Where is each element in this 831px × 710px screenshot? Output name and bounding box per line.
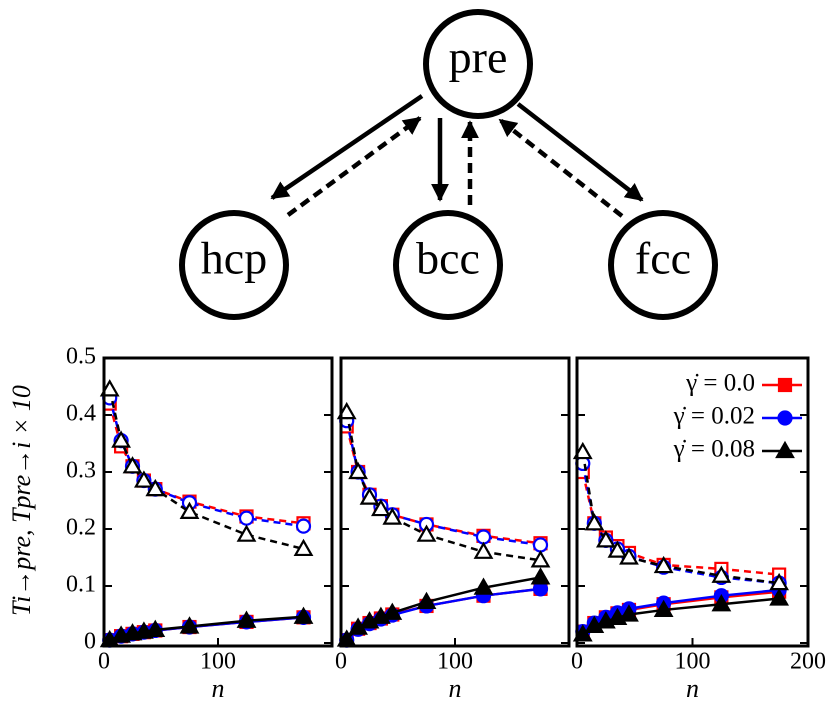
marker [572,441,593,460]
marker [293,538,314,557]
series-line [581,451,780,585]
marker [619,547,639,565]
marker [122,456,143,474]
marker [382,602,403,620]
marker [607,540,628,558]
x-axis-label: n [212,674,225,703]
node [393,210,503,320]
series-line [345,420,541,547]
x-tick-label: 100 [675,649,711,675]
x-tick-label: 200 [790,649,826,675]
x-axis-label: n [686,674,699,703]
marker [382,507,403,525]
marker [293,606,314,624]
node [423,9,533,119]
y-tick-label: 0.3 [66,458,96,484]
marker [145,478,166,497]
marker [653,599,674,618]
marker [179,616,200,634]
node-label: fcc [635,233,691,284]
x-tick-label: 100 [200,649,236,675]
y-tick-label: 0 [84,629,96,655]
node [608,210,718,320]
marker [769,588,790,606]
marker [348,461,368,480]
marker [336,401,357,420]
marker [111,430,131,448]
legend-label: γ̇ = 0.02 [673,403,755,430]
marker [238,510,255,526]
y-tick-label: 0.2 [66,515,96,541]
plot-frame [575,356,810,648]
arrow [516,102,644,202]
y-tick-label: 0.1 [66,572,96,598]
marker [371,498,391,517]
series-line [108,389,304,551]
series-line [581,463,780,585]
series-line [581,471,780,576]
arrow [498,118,624,218]
marker [777,410,793,426]
arrow [270,94,424,200]
series-line [345,426,541,545]
marker [532,537,549,553]
marker [530,567,551,585]
marker [572,624,593,642]
marker [619,604,639,622]
marker [416,524,437,542]
marker [473,577,494,595]
marker [653,555,674,574]
legend-label: γ̇ = 0.08 [673,436,755,463]
series-line [345,576,541,641]
marker [711,565,732,583]
x-axis-label: n [449,674,462,703]
series-line [345,411,541,562]
marker [775,440,795,459]
marker [145,619,166,637]
y-tick-label: 0.5 [66,344,96,370]
arrow [286,116,422,217]
marker [179,501,200,519]
marker [777,377,793,393]
node-label: hcp [201,233,267,284]
diagram: pre hcp bcc fcc [179,9,718,320]
x-tick-label: 0 [571,649,583,675]
node-label: bcc [416,233,480,284]
marker [236,610,257,628]
y-tick-label: 0.4 [66,401,96,427]
x-tick-label: 100 [437,649,473,675]
marker [359,487,380,505]
marker [416,591,437,610]
marker [595,530,616,548]
node-label: pre [449,32,508,83]
marker [473,541,494,559]
plot-frame [102,356,334,648]
y-axis-label: Ti→pre, Tpre→i × 10 [7,385,36,616]
marker [584,513,605,531]
legend-label: γ̇ = 0.0 [685,370,755,397]
x-tick-label: 0 [335,649,347,675]
x-tick-label: 0 [98,649,110,675]
marker [530,550,551,568]
marker [99,379,120,397]
marker [236,524,257,542]
node [179,210,289,320]
plot-frame [339,356,571,648]
marker [134,470,154,488]
marker [711,594,732,612]
marker [475,529,492,545]
marker [295,518,312,534]
